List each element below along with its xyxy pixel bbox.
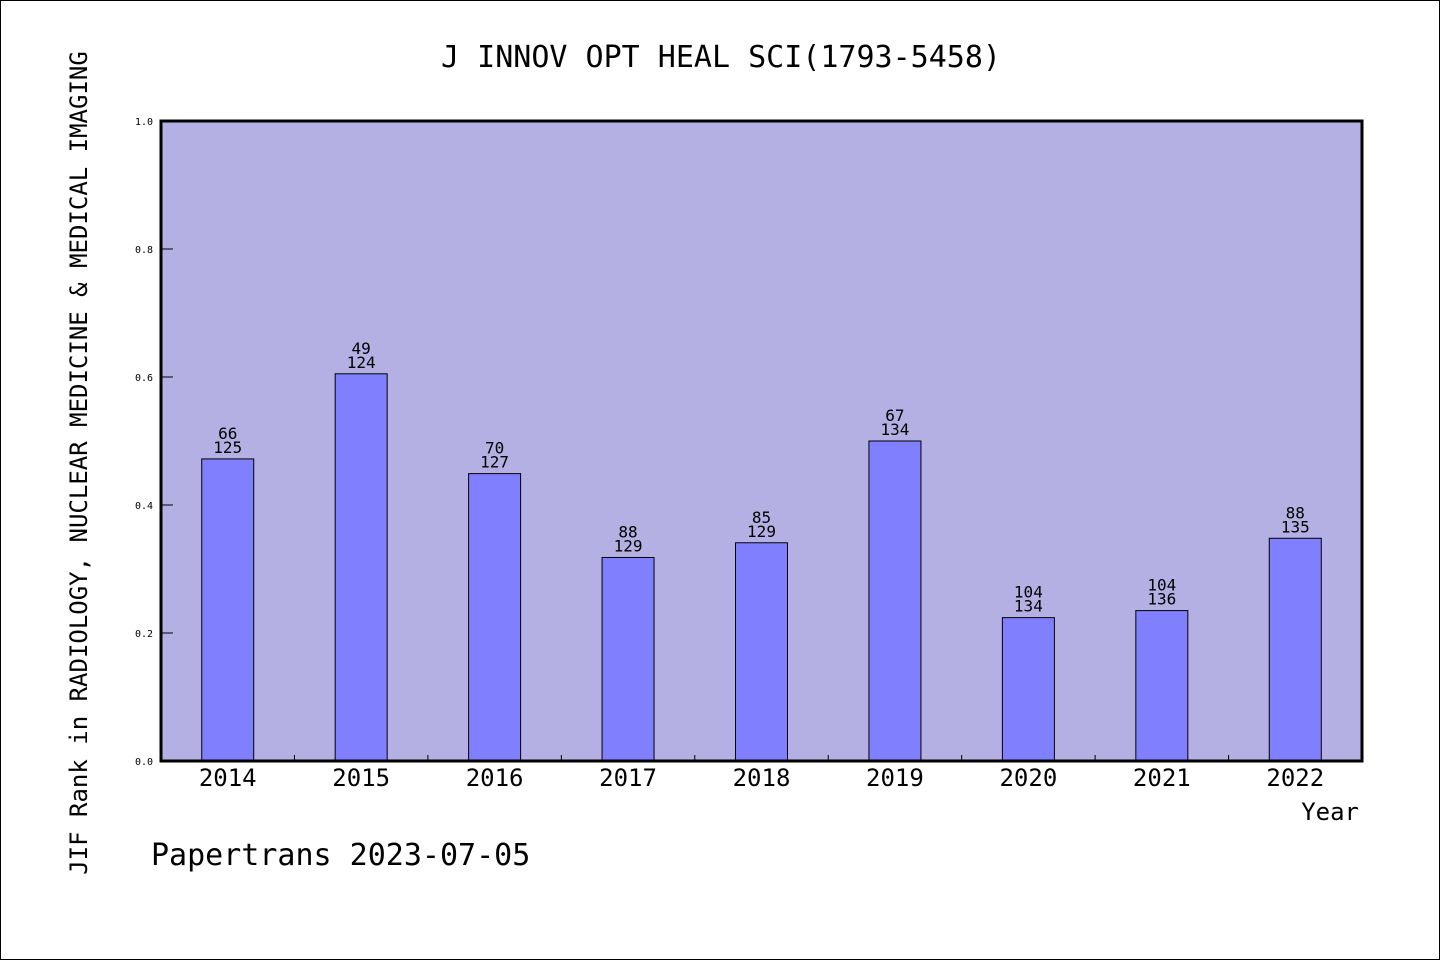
bar xyxy=(735,542,788,762)
bar-total-label: 136 xyxy=(1147,590,1176,609)
plot-border xyxy=(159,119,1364,763)
y-tick-label: 1.0 xyxy=(135,117,153,128)
bar-rank-label: 88 xyxy=(618,522,637,541)
bar xyxy=(468,473,522,762)
bar-rank-label: 66 xyxy=(218,424,237,443)
y-tick-label: 0.8 xyxy=(135,245,153,256)
x-tick-label: 2019 xyxy=(866,764,924,792)
x-tick-label: 2022 xyxy=(1266,764,1324,792)
bar-total-label: 125 xyxy=(213,438,242,457)
bar-total-label: 127 xyxy=(480,453,509,472)
chart-title: J INNOV OPT HEAL SCI(1793-5458) xyxy=(441,40,1001,75)
x-tick-label: 2018 xyxy=(733,764,791,792)
x-axis-label: Year xyxy=(1301,798,1359,826)
x-tick-label: 2021 xyxy=(1133,764,1191,792)
bar-rank-label: 85 xyxy=(752,508,771,527)
bar-rank-label: 49 xyxy=(352,339,371,358)
bar-rank-label: 88 xyxy=(1286,503,1305,522)
x-tick-label: 2015 xyxy=(332,764,390,792)
bar-total-label: 135 xyxy=(1281,517,1310,536)
x-tick-label: 2014 xyxy=(199,764,257,792)
bar-total-label: 134 xyxy=(1014,597,1043,616)
y-tick-label: 0.4 xyxy=(135,501,153,512)
bar xyxy=(334,373,388,762)
y-tick-label: 0.0 xyxy=(135,757,153,768)
bar xyxy=(1268,537,1322,762)
bar-rank-label: 67 xyxy=(885,406,904,425)
bar xyxy=(868,440,922,762)
bar-total-label: 129 xyxy=(614,536,643,555)
bar-total-label: 129 xyxy=(747,522,776,541)
bar-rank-label: 70 xyxy=(485,439,504,458)
x-tick-label: 2020 xyxy=(999,764,1057,792)
y-axis-label: JIF Rank in RADIOLOGY, NUCLEAR MEDICINE … xyxy=(65,51,93,875)
x-axis: 2014 2015 2016 2017 2018 2019 2020 2021 2022 xyxy=(199,755,1324,792)
footer-note: Papertrans 2023-07-05 xyxy=(151,838,530,873)
bar xyxy=(201,458,255,762)
bar xyxy=(1001,617,1055,762)
bar-total-label: 134 xyxy=(880,420,909,439)
y-tick-label: 0.6 xyxy=(135,373,153,384)
bar xyxy=(1135,610,1189,762)
x-tick-label: 2017 xyxy=(599,764,657,792)
y-tick-label: 0.2 xyxy=(135,629,153,640)
bar xyxy=(601,556,655,762)
bar-total-label: 124 xyxy=(347,353,376,372)
bar-rank-label: 104 xyxy=(1014,583,1043,602)
bar-rank-label: 104 xyxy=(1147,576,1176,595)
x-tick-label: 2016 xyxy=(466,764,524,792)
